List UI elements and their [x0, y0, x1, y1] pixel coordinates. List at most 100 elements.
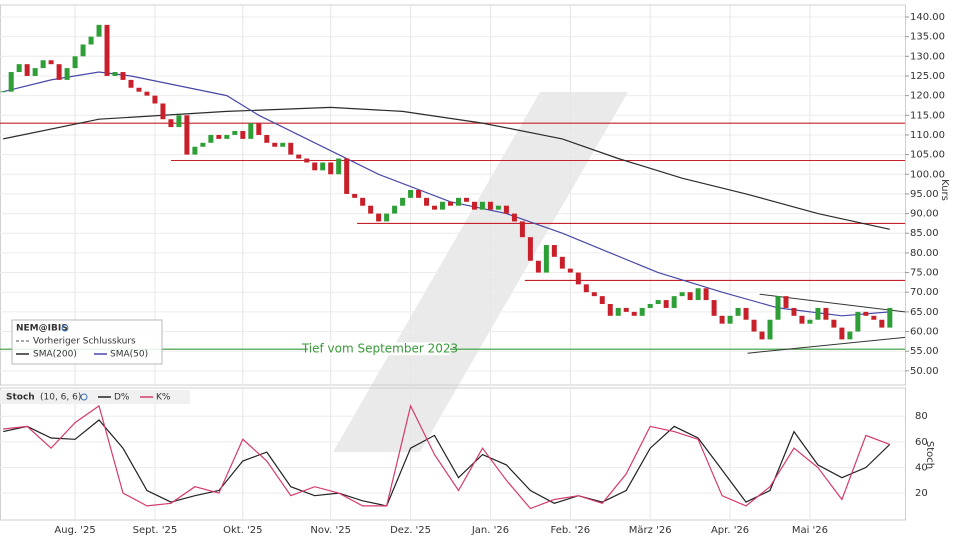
y-tick-label: 125.00	[910, 71, 945, 82]
candle	[136, 87, 142, 92]
candle	[767, 319, 773, 340]
candle	[216, 134, 222, 139]
candle	[511, 213, 517, 222]
candle	[519, 221, 525, 238]
icon[interactable]	[61, 324, 69, 332]
candle	[424, 197, 430, 206]
legend-label: SMA(200)	[33, 350, 77, 360]
candle	[408, 189, 414, 198]
candle	[200, 142, 206, 147]
candle	[296, 154, 302, 159]
candle	[360, 197, 366, 206]
candle	[384, 213, 390, 222]
icon[interactable]	[80, 393, 88, 401]
candle	[432, 205, 438, 210]
legend-title: NEM@IBIS	[16, 324, 68, 334]
candle	[735, 307, 741, 316]
candle	[839, 327, 845, 340]
candle	[80, 44, 86, 57]
candle	[184, 115, 190, 155]
candle	[160, 103, 166, 120]
candle	[455, 197, 461, 206]
candle	[887, 307, 893, 328]
indicator-line	[3, 106, 890, 230]
y-tick-label: 135.00	[910, 32, 945, 43]
candle	[248, 123, 254, 139]
candle	[599, 296, 605, 305]
legend-label: D%	[114, 393, 130, 403]
candle	[631, 311, 637, 316]
candle	[679, 292, 685, 297]
stoch-panel	[0, 387, 906, 521]
candle	[487, 201, 493, 210]
candle	[471, 201, 477, 210]
candle	[855, 311, 861, 332]
candle	[463, 197, 469, 202]
candle	[96, 24, 102, 37]
y-axis-title: Stoch	[924, 441, 935, 469]
stoch-line	[3, 419, 891, 507]
candle	[807, 319, 813, 324]
candle	[639, 307, 645, 316]
y-tick-label: 60.00	[910, 327, 939, 338]
candle	[503, 205, 509, 214]
candle	[72, 56, 78, 69]
y-tick-label: 90.00	[910, 209, 939, 220]
y-tick-label: 65.00	[910, 307, 939, 318]
candle	[24, 64, 30, 76]
candle	[543, 245, 549, 273]
candle	[647, 304, 653, 308]
y-tick-label: 80	[915, 411, 928, 422]
candle	[823, 307, 829, 320]
y-tick-label: 80.00	[910, 248, 939, 259]
y-axis-title: Kurs	[939, 179, 950, 201]
candle	[527, 237, 533, 261]
stoch-line	[3, 404, 891, 510]
x-tick-label: Jan. '26	[471, 525, 509, 536]
candle	[759, 331, 765, 340]
candle	[799, 315, 805, 324]
x-tick-label: März '26	[629, 525, 672, 536]
candle	[791, 307, 797, 316]
candle	[671, 296, 677, 308]
level-label-bg	[308, 342, 450, 356]
x-tick-label: Sept. '25	[133, 525, 178, 536]
candle	[328, 162, 334, 175]
candle	[120, 72, 126, 80]
y-tick-label: 140.00	[910, 12, 945, 23]
candle	[64, 68, 70, 80]
candle	[352, 193, 358, 198]
candle	[751, 319, 757, 332]
stoch-legend	[0, 390, 190, 404]
candle	[687, 292, 693, 301]
candle	[32, 68, 38, 76]
y-tick-label: 20	[915, 488, 928, 499]
candle	[448, 201, 454, 206]
legend-label: K%	[156, 393, 171, 403]
candle	[208, 134, 214, 143]
y-tick-label: 120.00	[910, 91, 945, 102]
legend-label: Vorheriger Schlusskurs	[33, 337, 136, 347]
y-tick-label: 55.00	[910, 346, 939, 357]
candle	[240, 131, 246, 139]
candle	[368, 205, 374, 214]
watermark	[333, 92, 628, 452]
candle	[535, 260, 541, 273]
candle	[575, 272, 581, 285]
y-tick-label: 60	[915, 437, 928, 448]
candle	[567, 268, 573, 273]
candle	[847, 331, 853, 340]
candle	[440, 201, 446, 210]
candle	[256, 123, 262, 135]
y-tick-label: 115.00	[910, 110, 945, 121]
y-tick-label: 75.00	[910, 268, 939, 279]
y-tick-label: 110.00	[910, 130, 945, 141]
candle	[152, 95, 158, 104]
candle	[312, 162, 318, 171]
candle	[8, 72, 14, 92]
candle	[416, 189, 422, 198]
candle	[879, 319, 885, 328]
stoch-title: Stoch	[6, 393, 35, 403]
y-tick-label: 130.00	[910, 51, 945, 62]
candle	[775, 296, 781, 320]
